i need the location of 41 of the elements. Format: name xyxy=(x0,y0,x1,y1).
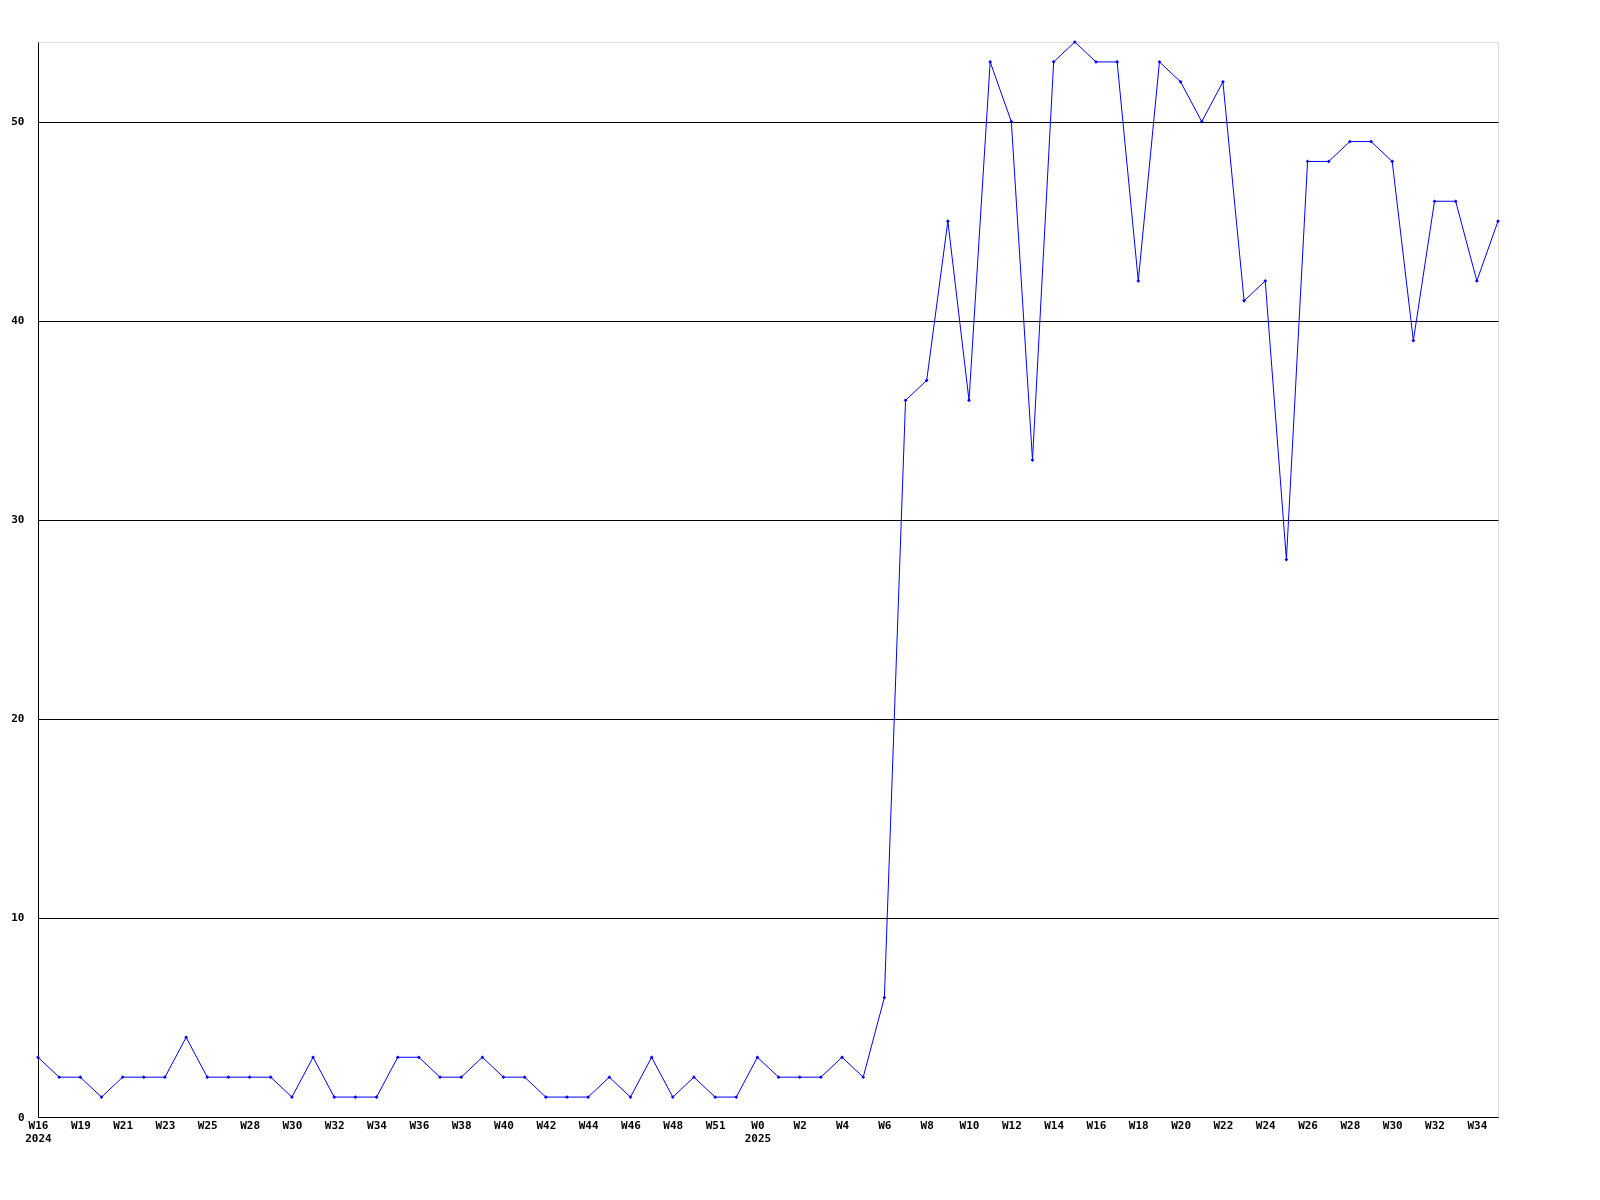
x-tick-label: W16 xyxy=(1086,1118,1107,1132)
x-tick-label: W23 xyxy=(155,1118,176,1132)
y-tick-label: 10 xyxy=(11,911,25,925)
x-tick-label: W48 xyxy=(663,1118,684,1132)
x-tick-label: W30 xyxy=(282,1118,303,1132)
x-tick-label: W46 xyxy=(621,1118,642,1132)
x-tick-label: W38 xyxy=(451,1118,472,1132)
x-tick-label: W44 xyxy=(578,1118,599,1132)
y-tick-label: 20 xyxy=(11,712,25,726)
x-tick-label: W34 xyxy=(367,1118,388,1132)
x-tick-label: W16 2024 xyxy=(25,1118,53,1145)
y-tick-label: 0 xyxy=(17,1110,25,1124)
x-tick-label: W32 xyxy=(1425,1118,1445,1132)
x-tick-label: W34 xyxy=(1467,1118,1488,1132)
y-tick-label: 30 xyxy=(11,513,25,527)
x-tick-label: W10 xyxy=(959,1118,980,1132)
x-tick-label: W36 xyxy=(409,1118,430,1132)
x-tick-label: W32 xyxy=(324,1118,345,1132)
x-tick-label: W0 2025 xyxy=(744,1118,772,1145)
x-tick-label: W28 xyxy=(1340,1118,1361,1132)
x-tick-label: W25 xyxy=(197,1118,218,1132)
x-tick-label: W8 xyxy=(920,1118,934,1132)
x-tick-label: W24 xyxy=(1255,1118,1277,1132)
x-tick-label: W14 xyxy=(1044,1118,1065,1132)
x-tick-label: W20 xyxy=(1171,1118,1192,1132)
x-tick-label: W22 xyxy=(1213,1118,1234,1132)
x-tick-label: W28 xyxy=(240,1118,261,1132)
x-tick-label: W42 xyxy=(536,1118,557,1132)
x-tick-label: W51 xyxy=(705,1118,726,1132)
x-tick-label: W30 xyxy=(1382,1118,1403,1132)
x-tick-label: W6 xyxy=(878,1118,892,1132)
y-tick-label: 50 xyxy=(11,115,25,129)
x-tick-label: W18 xyxy=(1128,1118,1149,1132)
x-tick-label: W40 xyxy=(494,1118,514,1132)
x-tick-label: W2 xyxy=(793,1118,807,1132)
x-tick-label: W21 xyxy=(113,1118,134,1132)
x-tick-label: W19 xyxy=(70,1118,91,1132)
y-tick-label: 40 xyxy=(11,314,25,328)
x-tick-label: W26 xyxy=(1298,1118,1319,1132)
x-tick-label: W12 xyxy=(1001,1118,1022,1132)
x-tick-label: W4 xyxy=(835,1118,850,1132)
